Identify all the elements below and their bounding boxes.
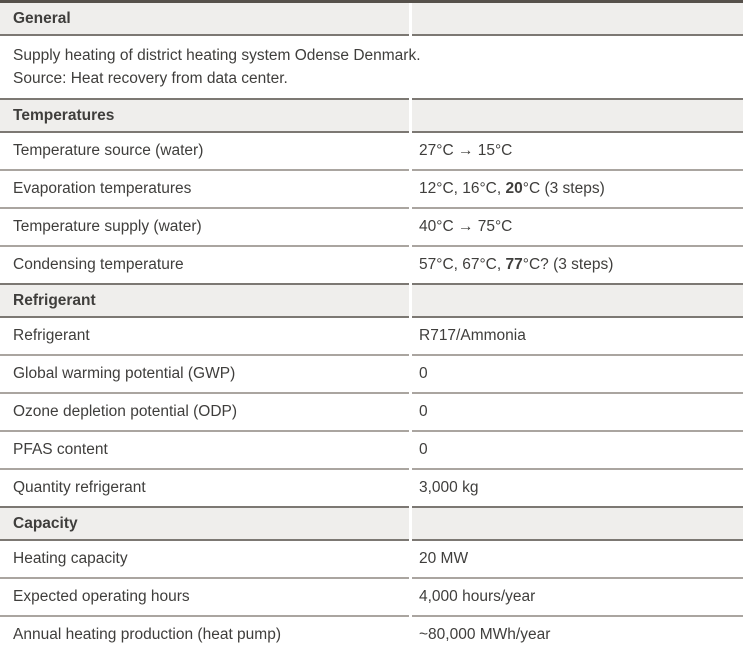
section-general: General Supply heating of district heatin… xyxy=(0,3,743,98)
row-label: Evaporation temperatures xyxy=(0,169,409,207)
row-label: Condensing temperature xyxy=(0,245,409,283)
row-value: 0 xyxy=(412,430,743,468)
section-capacity: Capacity Heating capacity 20 MW Expected op… xyxy=(0,506,743,653)
value-text: 0 xyxy=(419,403,428,420)
value-text: ~80,000 MWh/year xyxy=(419,626,551,643)
table-row: Global warming potential (GWP) 0 xyxy=(0,354,743,392)
row-value: 20 MW xyxy=(412,541,743,577)
table-row: Refrigerant R717/Ammonia xyxy=(0,318,743,354)
row-label: Quantity refrigerant xyxy=(0,468,409,506)
row-label: Temperature source (water) xyxy=(13,142,204,159)
value-text: °C (3 steps) xyxy=(522,180,605,197)
value-text: R717/Ammonia xyxy=(419,327,526,344)
value-text: 4,000 hours/year xyxy=(419,588,536,605)
value-text: °C? (3 steps) xyxy=(522,256,614,273)
row-value: 4,000 hours/year xyxy=(412,577,743,615)
value-text: 57°C, 67°C, xyxy=(419,256,506,273)
row-value: R717/Ammonia xyxy=(412,318,743,354)
section-header-spacer xyxy=(412,98,743,133)
value-text: 40°C → 75°C xyxy=(419,218,513,235)
value-text: 0 xyxy=(419,365,428,382)
value-text: 27°C → 15°C xyxy=(419,142,513,159)
section-header-label: General xyxy=(0,3,409,36)
section-refrigerant: Refrigerant Refrigerant R717/Ammonia Global… xyxy=(0,283,743,506)
section-description: Supply heating of district heating syste… xyxy=(0,36,743,98)
table-row: Expected operating hours 4,000 hours/year xyxy=(0,577,743,615)
value-text: 3,000 kg xyxy=(419,479,479,496)
table-row: Annual heating production (heat pump) ~80… xyxy=(0,615,743,653)
section-description-text: Supply heating of district heating syste… xyxy=(0,36,743,98)
section-header-refrigerant: Refrigerant xyxy=(0,283,743,318)
row-label: Refrigerant xyxy=(13,327,90,344)
row-value: 57°C, 67°C, 77°C? (3 steps) xyxy=(412,245,743,283)
row-label: Global warming potential (GWP) xyxy=(0,354,409,392)
section-header-spacer xyxy=(412,506,743,541)
section-header-label: Capacity xyxy=(0,506,409,541)
row-label: Expected operating hours xyxy=(0,577,409,615)
table-row: Heating capacity 20 MW xyxy=(0,541,743,577)
row-value: 3,000 kg xyxy=(412,468,743,506)
row-value: 0 xyxy=(412,354,743,392)
section-header-spacer xyxy=(412,283,743,318)
row-label: Temperature supply (water) xyxy=(0,207,409,245)
description-line: Source: Heat recovery from data center. xyxy=(13,70,288,87)
row-label: Ozone depletion potential (ODP) xyxy=(0,392,409,430)
section-temperatures: Temperatures Temperature source (water) 27… xyxy=(0,98,743,283)
table-row: Evaporation temperatures 12°C, 16°C, 20°C… xyxy=(0,169,743,207)
value-emphasis: 77 xyxy=(505,256,523,273)
table-row: Condensing temperature 57°C, 67°C, 77°C? … xyxy=(0,245,743,283)
table-row: Quantity refrigerant 3,000 kg xyxy=(0,468,743,506)
row-label: PFAS content xyxy=(0,430,409,468)
value-text: 20 MW xyxy=(419,550,469,567)
section-header-general: General xyxy=(0,3,743,36)
description-line: Supply heating of district heating syste… xyxy=(13,47,421,64)
table-row: Temperature source (water) 27°C → 15°C xyxy=(0,133,743,169)
section-header-label: Refrigerant xyxy=(0,283,409,318)
row-value: ~80,000 MWh/year xyxy=(412,615,743,653)
section-header-spacer xyxy=(412,3,743,36)
value-text: 12°C, 16°C, xyxy=(419,180,506,197)
row-value: 0 xyxy=(412,392,743,430)
table-row: PFAS content 0 xyxy=(0,430,743,468)
value-emphasis: 20 xyxy=(505,180,523,197)
row-value: 27°C → 15°C xyxy=(412,133,743,169)
section-header-capacity: Capacity xyxy=(0,506,743,541)
value-text: 0 xyxy=(419,441,428,458)
section-header-label: Temperatures xyxy=(0,98,409,133)
table-row: Temperature supply (water) 40°C → 75°C xyxy=(0,207,743,245)
row-value: 40°C → 75°C xyxy=(412,207,743,245)
row-value: 12°C, 16°C, 20°C (3 steps) xyxy=(412,169,743,207)
table-row: Ozone depletion potential (ODP) 0 xyxy=(0,392,743,430)
row-label: Heating capacity xyxy=(13,550,128,567)
row-label: Annual heating production (heat pump) xyxy=(0,615,409,653)
section-header-temperatures: Temperatures xyxy=(0,98,743,133)
